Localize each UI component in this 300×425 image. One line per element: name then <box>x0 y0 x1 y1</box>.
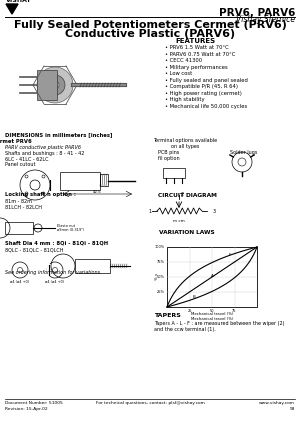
Bar <box>167 247 257 307</box>
Circle shape <box>45 75 65 95</box>
Text: PARV conductive plastic PARV6: PARV conductive plastic PARV6 <box>5 145 81 150</box>
Text: • High power rating (cermet): • High power rating (cermet) <box>165 91 242 96</box>
Bar <box>100 174 108 186</box>
Text: 50%: 50% <box>157 275 165 279</box>
Text: 6LC - 41LC - 62LC: 6LC - 41LC - 62LC <box>5 157 49 162</box>
Text: ø4 (ø4 +0): ø4 (ø4 +0) <box>45 280 64 284</box>
Text: www.vishay.com: www.vishay.com <box>259 401 295 405</box>
Text: 100%: 100% <box>155 245 165 249</box>
Text: CIRCUIT DIAGRAM: CIRCUIT DIAGRAM <box>158 193 216 198</box>
Text: 93: 93 <box>290 407 295 411</box>
Text: • High stability: • High stability <box>165 97 205 102</box>
Text: m cm: m cm <box>173 219 185 223</box>
Polygon shape <box>47 264 50 276</box>
Text: FEATURES: FEATURES <box>175 38 215 44</box>
Text: 1: 1 <box>148 209 152 213</box>
Bar <box>5 222 33 234</box>
Text: • Compatible P/R (45, R 64): • Compatible P/R (45, R 64) <box>165 84 238 89</box>
Text: 81m - 82m
81LCH - 82LCH: 81m - 82m 81LCH - 82LCH <box>5 199 42 210</box>
Text: Fully Sealed Potentiometers Cermet (PRV6): Fully Sealed Potentiometers Cermet (PRV6… <box>14 20 286 30</box>
Text: Document Number: 51005: Document Number: 51005 <box>5 401 63 405</box>
Text: Mechanical travel (%): Mechanical travel (%) <box>191 317 233 321</box>
Text: 25%: 25% <box>157 290 165 294</box>
Text: • Mechanical life 50,000 cycles: • Mechanical life 50,000 cycles <box>165 104 247 108</box>
Bar <box>60 172 100 190</box>
Text: Revision: 15-Apr-02: Revision: 15-Apr-02 <box>5 407 48 411</box>
Text: • PRV6 1.5 Watt at 70°C: • PRV6 1.5 Watt at 70°C <box>165 45 229 50</box>
Text: • CECC 41300: • CECC 41300 <box>165 58 202 63</box>
Text: 3: 3 <box>212 209 216 213</box>
Text: 42.5: 42.5 <box>93 190 101 194</box>
Bar <box>163 168 185 178</box>
Polygon shape <box>6 4 18 14</box>
Text: • Military performances: • Military performances <box>165 65 228 70</box>
Text: See ordering information for variations: See ordering information for variations <box>5 270 100 275</box>
Text: Vishay Sfernice: Vishay Sfernice <box>236 15 295 24</box>
Circle shape <box>37 67 73 103</box>
Text: • PARV6 0.75 Watt at 70°C: • PARV6 0.75 Watt at 70°C <box>165 51 236 57</box>
Circle shape <box>51 81 59 89</box>
Text: DIMENSIONS in millimeters [inches]: DIMENSIONS in millimeters [inches] <box>5 132 112 137</box>
Text: PCB pins
fil option: PCB pins fil option <box>158 150 180 161</box>
Text: 25: 25 <box>187 309 192 313</box>
Text: TAPERS: TAPERS <box>154 313 181 318</box>
Text: ø4 (ø4 +0): ø4 (ø4 +0) <box>11 280 30 284</box>
Text: F: F <box>229 253 231 257</box>
Text: • Fully sealed and panel sealed: • Fully sealed and panel sealed <box>165 77 248 82</box>
Text: Elasto nut
ø9mm (0.319"): Elasto nut ø9mm (0.319") <box>57 224 84 232</box>
Text: A: A <box>211 274 213 278</box>
Text: PRV cermet PRV6: PRV cermet PRV6 <box>0 139 32 144</box>
Text: Mechanical travel (%): Mechanical travel (%) <box>191 312 233 316</box>
Text: 50: 50 <box>210 309 214 313</box>
Text: 75%: 75% <box>157 260 165 264</box>
Text: For technical questions, contact: plsf@vishay.com: For technical questions, contact: plsf@v… <box>96 401 204 405</box>
Text: Terminal options available
on all types: Terminal options available on all types <box>153 138 217 149</box>
Text: Locking shaft n option :: Locking shaft n option : <box>5 192 76 197</box>
Text: Solder lugs: Solder lugs <box>230 150 257 155</box>
Text: % s: % s <box>155 274 159 280</box>
Text: VISHAY: VISHAY <box>6 0 32 3</box>
Text: Tapers A - L - F : are measured between the wiper (2)
and the ccw terminal (1).: Tapers A - L - F : are measured between … <box>154 321 284 332</box>
Text: Shaft Dia 4 mm : 8Qi - 81Qi - 81QH: Shaft Dia 4 mm : 8Qi - 81Qi - 81QH <box>5 240 108 245</box>
Text: • Low cost: • Low cost <box>165 71 192 76</box>
Text: 75: 75 <box>232 309 237 313</box>
Text: PRV6, PARV6: PRV6, PARV6 <box>219 8 295 18</box>
Text: VARIATION LAWS: VARIATION LAWS <box>159 230 215 235</box>
Text: 2: 2 <box>181 192 184 196</box>
Text: B: B <box>193 295 195 299</box>
Bar <box>75 259 110 273</box>
Text: Conductive Plastic (PARV6): Conductive Plastic (PARV6) <box>65 29 235 39</box>
Text: Shafts and bushings : 8 - 41 - 42: Shafts and bushings : 8 - 41 - 42 <box>5 151 84 156</box>
Text: Panel cutout: Panel cutout <box>5 162 35 167</box>
Bar <box>37 70 57 100</box>
Text: 8QLC - 81QLC - 81QLCH: 8QLC - 81QLC - 81QLCH <box>5 247 64 252</box>
